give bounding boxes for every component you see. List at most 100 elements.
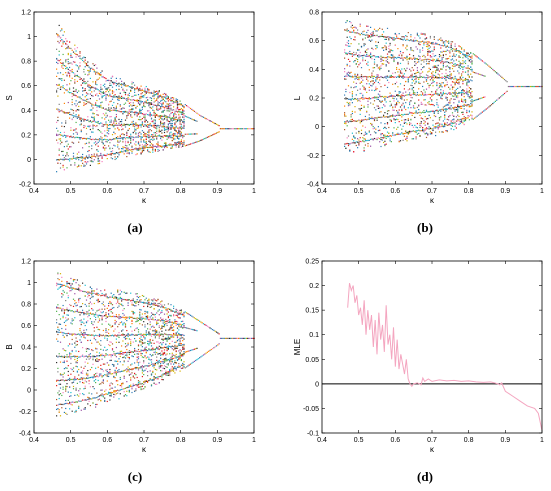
bifurcation-point [137, 147, 140, 150]
bifurcation-point [406, 56, 408, 59]
bifurcation-point [67, 61, 69, 63]
bifurcation-point [58, 307, 60, 309]
bifurcation-point [65, 155, 67, 157]
bifurcation-point [165, 114, 167, 117]
bifurcation-point [89, 102, 91, 104]
bifurcation-point [74, 303, 76, 305]
bifurcation-point [162, 93, 164, 95]
bifurcation-point [82, 381, 84, 384]
bifurcation-point [346, 120, 348, 122]
bifurcation-point [153, 110, 155, 112]
bifurcation-point [223, 128, 225, 130]
bifurcation-point [100, 106, 102, 108]
bifurcation-point [368, 131, 370, 133]
bifurcation-point [383, 104, 385, 106]
bifurcation-point [154, 119, 156, 121]
bifurcation-point [411, 130, 413, 132]
bifurcation-point [183, 110, 185, 112]
bifurcation-point [457, 104, 459, 106]
bifurcation-point [92, 125, 94, 127]
bifurcation-point [399, 140, 402, 142]
bifurcation-point [178, 142, 180, 144]
bifurcation-point [467, 69, 469, 72]
bifurcation-point [165, 101, 167, 103]
bifurcation-point [83, 312, 85, 314]
bifurcation-point [113, 83, 115, 86]
bifurcation-point [397, 86, 399, 88]
bifurcation-point [399, 50, 402, 53]
bifurcation-point [135, 154, 137, 156]
bifurcation-point [61, 110, 63, 112]
bifurcation-point [209, 120, 211, 122]
bifurcation-point [414, 58, 416, 61]
bifurcation-point [445, 92, 447, 95]
bifurcation-point [402, 36, 404, 38]
bifurcation-point [74, 288, 76, 290]
bifurcation-point [74, 164, 76, 166]
bifurcation-point [96, 79, 98, 81]
bifurcation-point [76, 157, 78, 159]
bifurcation-point [415, 110, 417, 112]
bifurcation-point [147, 134, 149, 136]
bifurcation-point [381, 63, 383, 66]
bifurcation-point [440, 85, 442, 87]
bifurcation-point [170, 124, 172, 126]
bifurcation-point [169, 99, 171, 101]
bifurcation-point [75, 136, 77, 138]
bifurcation-point [470, 105, 472, 108]
bifurcation-point [401, 104, 403, 106]
bifurcation-point [132, 104, 134, 107]
bifurcation-point [357, 141, 359, 143]
bifurcation-point [442, 91, 444, 93]
bifurcation-point [63, 336, 65, 338]
bifurcation-point [440, 47, 442, 49]
bifurcation-point [71, 70, 73, 73]
bifurcation-point [418, 112, 420, 114]
bifurcation-point [128, 128, 130, 130]
bifurcation-point [101, 137, 103, 139]
bifurcation-point [410, 74, 412, 77]
bifurcation-point [381, 33, 383, 36]
bifurcation-point [178, 145, 180, 147]
bifurcation-point [183, 135, 185, 137]
bifurcation-point [425, 132, 428, 134]
bifurcation-point [108, 124, 110, 126]
bifurcation-point [349, 20, 351, 23]
bifurcation-point [464, 119, 467, 122]
bifurcation-point [83, 311, 85, 314]
bifurcation-point [119, 104, 121, 106]
bifurcation-point [463, 99, 465, 101]
bifurcation-point [88, 89, 90, 91]
bifurcation-point [58, 111, 60, 113]
bifurcation-point [76, 355, 78, 358]
bifurcation-point [72, 61, 75, 63]
bifurcation-point [167, 108, 169, 110]
y-tick-label: 0 [27, 157, 31, 164]
bifurcation-point [445, 72, 447, 75]
bifurcation-point [540, 85, 542, 88]
bifurcation-point [56, 379, 58, 381]
bifurcation-point [100, 72, 102, 74]
bifurcation-point [163, 123, 166, 125]
bifurcation-point [454, 106, 456, 108]
bifurcation-point [193, 142, 195, 144]
bifurcation-point [459, 52, 461, 54]
bifurcation-point [360, 92, 363, 95]
bifurcation-point [351, 53, 353, 55]
bifurcation-point [56, 108, 58, 110]
bifurcation-point [406, 113, 408, 115]
bifurcation-point [396, 94, 398, 97]
bifurcation-point [163, 125, 166, 127]
bifurcation-point [128, 98, 130, 100]
bifurcation-point [435, 60, 437, 62]
bifurcation-point [63, 372, 65, 374]
bifurcation-point [407, 81, 409, 83]
bifurcation-point [468, 104, 470, 106]
bifurcation-point [88, 146, 90, 148]
bifurcation-point [59, 88, 62, 91]
bifurcation-point [446, 108, 448, 110]
bifurcation-point [140, 147, 142, 150]
bifurcation-point [70, 367, 72, 370]
x-axis-label: κ [142, 196, 147, 205]
bifurcation-point [442, 41, 444, 43]
